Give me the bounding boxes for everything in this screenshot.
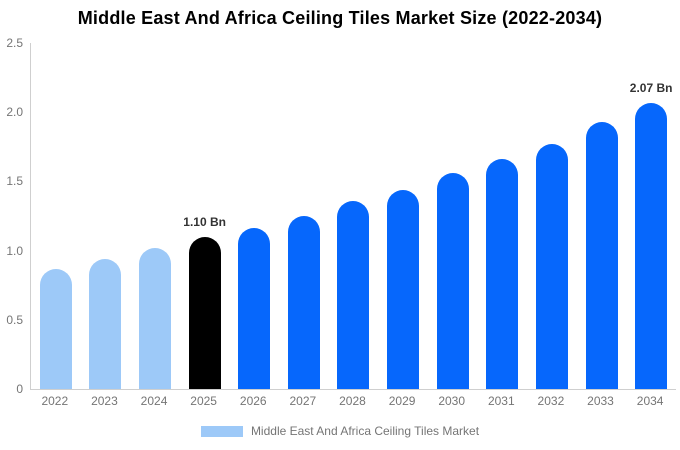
bar-2023	[89, 258, 122, 389]
bar-slot-2024	[130, 43, 180, 389]
bar-slot-2029	[378, 43, 428, 389]
bar-slot-2032	[527, 43, 577, 389]
bar-2027	[287, 216, 320, 389]
chart-title: Middle East And Africa Ceiling Tiles Mar…	[77, 8, 603, 28]
bar-2022	[39, 268, 72, 389]
bar-slot-2031	[477, 43, 527, 389]
bar-value-label-2025: 1.10 Bn	[183, 214, 226, 229]
y-tick-2.5: 2.5	[6, 36, 23, 50]
x-label-2034: 2034	[636, 394, 664, 408]
y-tick-2.0: 2.0	[6, 105, 23, 120]
bar-slot-2025: 1.10 Bn	[180, 43, 230, 389]
bar-2032	[535, 144, 568, 389]
x-label-2025: 2025	[190, 394, 217, 408]
bar-2028	[337, 200, 370, 389]
bar-2030	[436, 173, 469, 389]
x-axis-labels: 2022 2023 2024 2025 2026 2027 2028 2029 2030 2031…	[30, 394, 675, 408]
bar-slot-2033	[577, 43, 627, 389]
bar-slot-2022	[31, 43, 81, 389]
x-label-2028: 2028	[339, 394, 366, 408]
bar-2026	[238, 228, 271, 389]
bar-value-label-2034: 2.07 Bn	[629, 80, 673, 95]
x-label-2024: 2024	[140, 394, 168, 408]
x-label-2031: 2031	[487, 394, 515, 408]
bar-slot-2027	[279, 43, 329, 389]
bar-slot-2028	[329, 43, 379, 389]
x-label-2026: 2026	[239, 394, 267, 408]
x-label-2033: 2033	[587, 394, 614, 408]
x-label-2032: 2032	[537, 394, 565, 408]
bar-2031	[486, 159, 519, 389]
y-tick-1.0: 1.0	[6, 243, 23, 258]
y-axis: 2.5 2.0 1.5 1.0 0.5 0	[0, 36, 26, 396]
x-label-2022: 2022	[41, 394, 69, 408]
legend-swatch	[200, 425, 243, 437]
bar-2029	[387, 189, 420, 389]
bar-slot-2026	[229, 43, 279, 389]
y-tick-1.5: 1.5	[6, 174, 23, 189]
x-label-2030: 2030	[438, 394, 466, 408]
x-label-2029: 2029	[388, 394, 416, 408]
bars-container: 1.10 Bn 2.07 Bn	[31, 43, 676, 389]
plot-area: 1.10 Bn 2.07 Bn	[30, 43, 676, 390]
bar-2033	[585, 121, 618, 389]
bar-2025	[188, 236, 221, 389]
bar-slot-2030	[428, 43, 478, 389]
bar-slot-2023	[81, 43, 131, 389]
bar-2024	[139, 247, 172, 389]
bar-slot-2034: 2.07 Bn	[626, 43, 676, 389]
y-tick-0: 0	[16, 382, 23, 396]
x-label-2027: 2027	[289, 394, 317, 408]
bar-2034	[635, 102, 668, 389]
legend: Middle East And Africa Ceiling Tiles Mar…	[0, 424, 680, 438]
legend-label: Middle East And Africa Ceiling Tiles Mar…	[250, 424, 480, 438]
x-label-2023: 2023	[91, 394, 118, 408]
y-tick-0.5: 0.5	[6, 312, 23, 327]
